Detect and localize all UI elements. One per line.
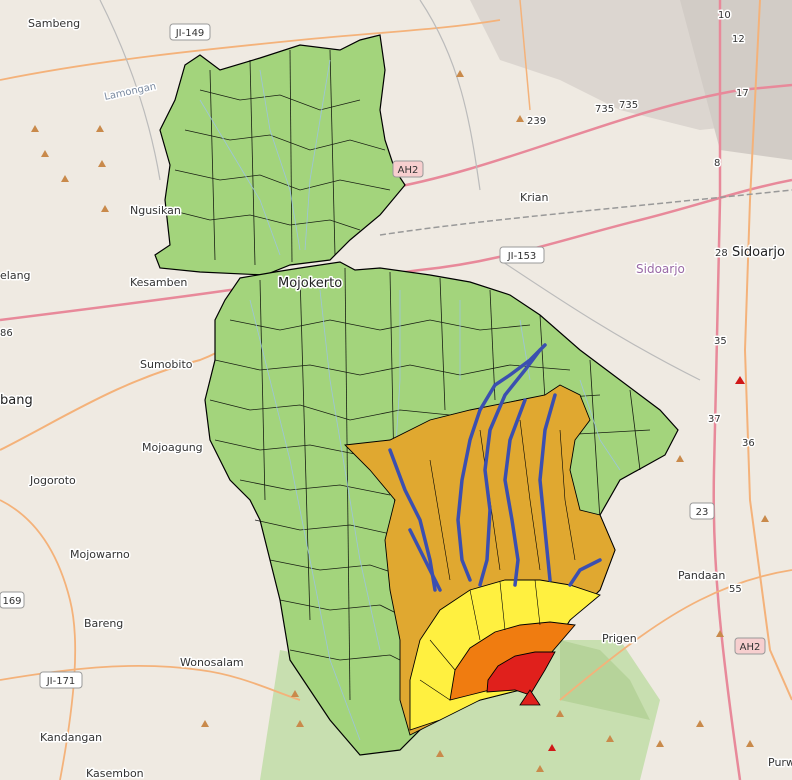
forest-area-2 — [560, 640, 650, 720]
label-kasembon: Kasembon — [86, 767, 144, 780]
peak-markers — [31, 70, 769, 772]
summit-triangle-icon[interactable] — [519, 689, 541, 706]
label-bang: bang — [0, 393, 33, 408]
label-pandaan: Pandaan — [678, 569, 725, 582]
label-sambeng: Sambeng — [28, 17, 80, 30]
hazard-zone-red[interactable] — [486, 651, 556, 696]
label-kandangan: Kandangan — [40, 731, 102, 744]
road-shields: JI-149 AH2 JI-153 JI-171 169 23 AH2 — [0, 23, 766, 689]
road-num-239: 239 — [527, 116, 546, 127]
label-mojokerto: Mojokerto — [278, 276, 342, 291]
road-num-86: 86 — [0, 328, 13, 339]
volcano-marker-2 — [548, 744, 556, 751]
label-sidoarjo: Sidoarjo — [732, 245, 785, 260]
label-mojowarno: Mojowarno — [70, 548, 130, 561]
road-num-36: 36 — [742, 438, 755, 449]
label-elang: elang — [0, 269, 31, 282]
river-channels — [388, 343, 602, 592]
road-num-35: 35 — [714, 336, 727, 347]
drainage-network — [199, 59, 621, 741]
road-num-55: 55 — [729, 584, 742, 595]
place-labels: Sambeng Lamongan Ngusikan Kesamben elang… — [0, 16, 792, 780]
label-bareng: Bareng — [84, 617, 123, 630]
road-ref-ji-153: JI-153 — [507, 251, 537, 262]
road-ref-23: 23 — [696, 507, 709, 518]
road-num-12: 12 — [732, 34, 745, 45]
railway — [379, 189, 792, 236]
road-num-17: 17 — [736, 88, 749, 99]
label-mojoagung: Mojoagung — [142, 441, 203, 454]
road-ref-ah2-south: AH2 — [740, 642, 761, 653]
label-krian: Krian — [520, 191, 549, 204]
hazard-zone-low[interactable] — [344, 384, 616, 736]
hazard-layer[interactable] — [344, 384, 616, 736]
road-numbers: 735 735 239 28 35 37 36 8 17 12 10 55 86 — [0, 9, 756, 597]
road-ref-169: 169 — [2, 596, 21, 607]
road-num-28: 28 — [715, 248, 728, 259]
road-ref-ah2: AH2 — [398, 165, 419, 176]
watershed-north[interactable] — [154, 34, 406, 276]
label-kesamben: Kesamben — [130, 276, 187, 289]
label-sidoarjo-region: Sidoarjo — [636, 262, 685, 276]
volcano-marker — [735, 376, 745, 384]
label-prigen: Prigen — [602, 632, 637, 645]
road-ref-ji-149: JI-149 — [175, 28, 205, 39]
label-jogoroto: Jogoroto — [29, 474, 76, 487]
road-num-37: 37 — [708, 414, 721, 425]
road-num-735: 735 — [595, 104, 614, 115]
urban-area-dense — [680, 0, 792, 160]
label-wonosalam: Wonosalam — [180, 656, 244, 669]
road-ref-ji-171: JI-171 — [46, 676, 76, 687]
label-ngusikan: Ngusikan — [130, 204, 181, 217]
road-num-735b: 735 — [619, 100, 638, 111]
label-purw: Purw — [768, 756, 792, 769]
label-sumobito: Sumobito — [140, 358, 193, 371]
road-num-10: 10 — [718, 10, 731, 21]
road-num-8: 8 — [714, 158, 720, 169]
